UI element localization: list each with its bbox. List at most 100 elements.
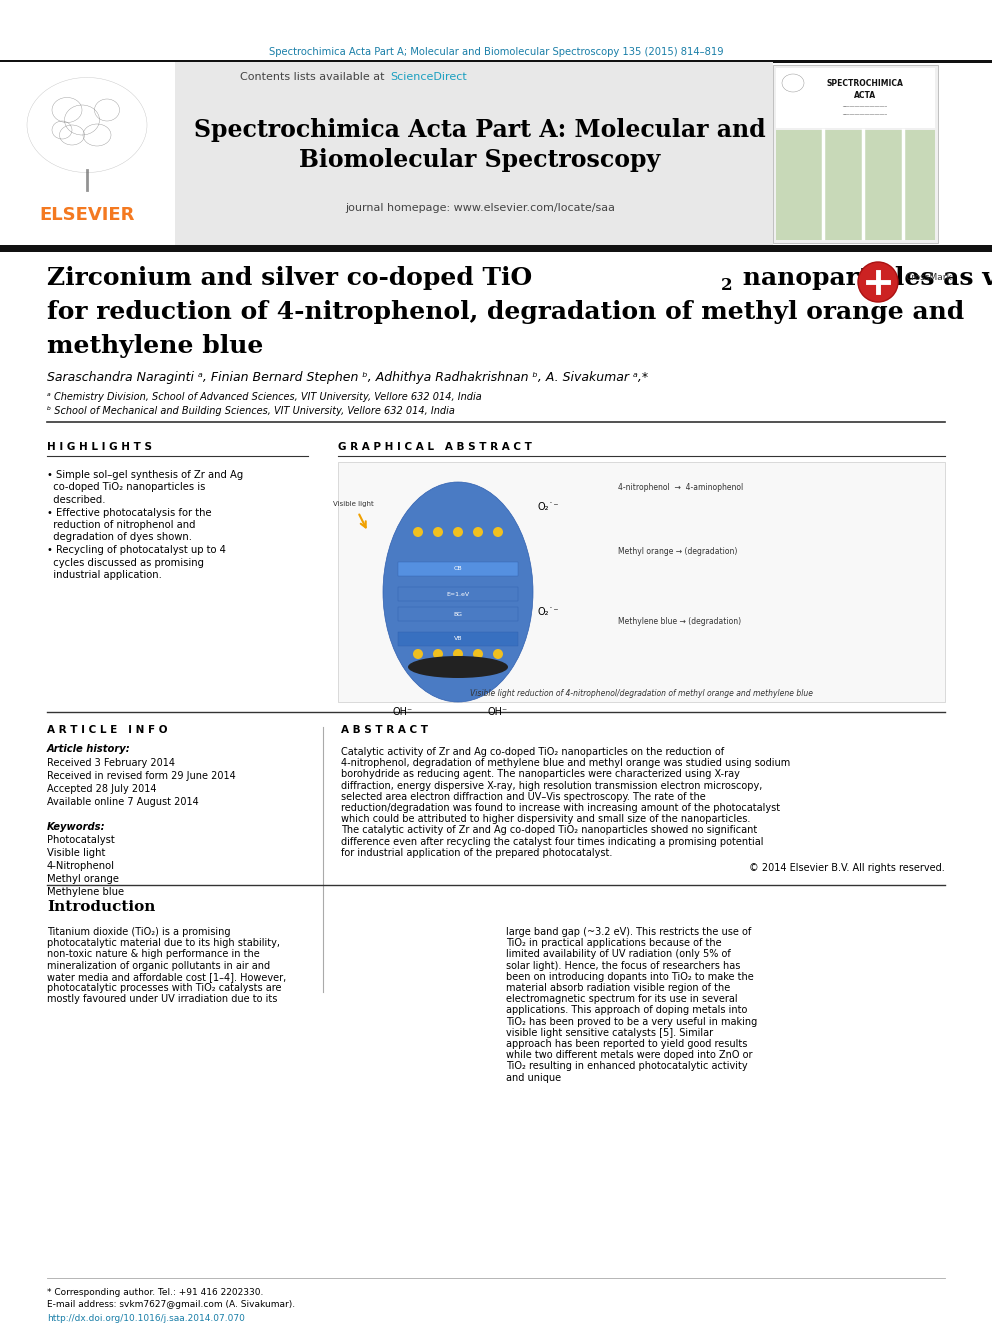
Text: ELSEVIER: ELSEVIER [40, 206, 135, 224]
Text: non-toxic nature & high performance in the: non-toxic nature & high performance in t… [47, 950, 260, 959]
Text: Contents lists available at: Contents lists available at [240, 71, 388, 82]
Bar [175, 62, 773, 245]
Circle shape [453, 527, 463, 537]
Text: photocatalytic material due to its high stability,: photocatalytic material due to its high … [47, 938, 280, 949]
Text: visible light sensitive catalysts [5]. Similar: visible light sensitive catalysts [5]. S… [506, 1028, 713, 1037]
Text: Spectrochimica Acta Part A: Molecular and: Spectrochimica Acta Part A: Molecular an… [194, 118, 766, 142]
Text: described.: described. [47, 495, 105, 505]
Text: OH⁻: OH⁻ [393, 706, 413, 717]
Circle shape [413, 650, 423, 659]
Text: http://dx.doi.org/10.1016/j.saa.2014.07.070: http://dx.doi.org/10.1016/j.saa.2014.07.… [47, 1314, 245, 1323]
Text: 2: 2 [721, 277, 733, 294]
Text: Received 3 February 2014: Received 3 February 2014 [47, 758, 175, 767]
Text: TiO₂ has been proved to be a very useful in making: TiO₂ has been proved to be a very useful… [506, 1016, 757, 1027]
Text: material absorb radiation visible region of the: material absorb radiation visible region… [506, 983, 730, 994]
Text: Methyl orange → (degradation): Methyl orange → (degradation) [618, 548, 737, 557]
Text: G R A P H I C A L   A B S T R A C T: G R A P H I C A L A B S T R A C T [338, 442, 532, 452]
Text: TiO₂ resulting in enhanced photocatalytic activity: TiO₂ resulting in enhanced photocatalyti… [506, 1061, 748, 1072]
Text: Keywords:: Keywords: [47, 822, 105, 832]
Bar [338, 462, 945, 703]
Text: limited availability of UV radiation (only 5% of: limited availability of UV radiation (on… [506, 950, 731, 959]
Bar [398, 587, 518, 601]
Text: Article history:: Article history: [47, 744, 131, 754]
Text: while two different metals were doped into ZnO or: while two different metals were doped in… [506, 1050, 753, 1060]
Text: been on introducing dopants into TiO₂ to make the: been on introducing dopants into TiO₂ to… [506, 972, 754, 982]
Text: Spectrochimica Acta Part A; Molecular and Biomolecular Spectroscopy 135 (2015) 8: Spectrochimica Acta Part A; Molecular an… [269, 48, 723, 57]
Text: reduction/degradation was found to increase with increasing amount of the photoc: reduction/degradation was found to incre… [341, 803, 780, 814]
Text: Catalytic activity of Zr and Ag co-doped TiO₂ nanoparticles on the reduction of: Catalytic activity of Zr and Ag co-doped… [341, 747, 724, 757]
Text: Zirconium and silver co-doped TiO: Zirconium and silver co-doped TiO [47, 266, 533, 290]
Text: * Corresponding author. Tel.: +91 416 2202330.: * Corresponding author. Tel.: +91 416 22… [47, 1289, 263, 1297]
Text: selected area electron diffraction and UV–Vis spectroscopy. The rate of the: selected area electron diffraction and U… [341, 791, 705, 802]
Text: for reduction of 4-nitrophenol, degradation of methyl orange and: for reduction of 4-nitrophenol, degradat… [47, 300, 964, 324]
Text: VB: VB [453, 636, 462, 642]
Text: © 2014 Elsevier B.V. All rights reserved.: © 2014 Elsevier B.V. All rights reserved… [749, 863, 945, 873]
Text: Visible light: Visible light [47, 848, 105, 859]
Ellipse shape [383, 482, 533, 703]
Text: A R T I C L E   I N F O: A R T I C L E I N F O [47, 725, 168, 736]
Text: A B S T R A C T: A B S T R A C T [341, 725, 428, 736]
Text: CrossMark: CrossMark [905, 273, 951, 282]
Text: • Simple sol–gel synthesis of Zr and Ag: • Simple sol–gel synthesis of Zr and Ag [47, 470, 243, 480]
Text: Visible light reduction of 4-nitrophenol/degradation of methyl orange and methyl: Visible light reduction of 4-nitrophenol… [469, 689, 812, 699]
Text: Methylene blue: Methylene blue [47, 886, 124, 897]
Text: applications. This approach of doping metals into: applications. This approach of doping me… [506, 1005, 747, 1015]
Text: O₂˙⁻: O₂˙⁻ [538, 501, 559, 512]
Circle shape [453, 650, 463, 659]
Text: for industrial application of the prepared photocatalyst.: for industrial application of the prepar… [341, 848, 612, 857]
Text: difference even after recycling the catalyst four times indicating a promising p: difference even after recycling the cata… [341, 836, 764, 847]
Circle shape [493, 650, 503, 659]
Text: Methylene blue → (degradation): Methylene blue → (degradation) [618, 618, 741, 627]
Text: Saraschandra Naraginti ᵃ, Finian Bernard Stephen ᵇ, Adhithya Radhakrishnan ᵇ, A.: Saraschandra Naraginti ᵃ, Finian Bernard… [47, 370, 648, 384]
Text: SPECTROCHIMICA: SPECTROCHIMICA [826, 78, 904, 87]
Text: 4-nitrophenol  →  4-aminophenol: 4-nitrophenol → 4-aminophenol [618, 483, 743, 492]
Text: co-doped TiO₂ nanoparticles is: co-doped TiO₂ nanoparticles is [47, 483, 205, 492]
Circle shape [473, 650, 483, 659]
Text: O₂˙⁻: O₂˙⁻ [538, 607, 559, 617]
Text: ACTA: ACTA [854, 90, 876, 99]
Text: ──────────────────: ────────────────── [842, 105, 888, 108]
Bar [398, 632, 518, 646]
Text: ──────────────────: ────────────────── [842, 112, 888, 116]
Text: Accepted 28 July 2014: Accepted 28 July 2014 [47, 785, 157, 794]
Text: ScienceDirect: ScienceDirect [390, 71, 467, 82]
Bar [0, 245, 992, 251]
Text: which could be attributed to higher dispersivity and small size of the nanoparti: which could be attributed to higher disp… [341, 814, 750, 824]
Text: solar light). Hence, the focus of researchers has: solar light). Hence, the focus of resear… [506, 960, 740, 971]
Text: mostly favoured under UV irradiation due to its: mostly favoured under UV irradiation due… [47, 994, 278, 1004]
Text: H I G H L I G H T S: H I G H L I G H T S [47, 442, 152, 452]
Text: approach has been reported to yield good results: approach has been reported to yield good… [506, 1039, 747, 1049]
Text: degradation of dyes shown.: degradation of dyes shown. [47, 532, 192, 542]
Ellipse shape [408, 656, 508, 677]
Ellipse shape [408, 511, 508, 533]
Text: large band gap (~3.2 eV). This restricts the use of: large band gap (~3.2 eV). This restricts… [506, 927, 751, 937]
Text: TiO₂ in practical applications because of the: TiO₂ in practical applications because o… [506, 938, 721, 949]
Circle shape [413, 527, 423, 537]
Text: BG: BG [453, 611, 462, 617]
Text: ᵇ School of Mechanical and Building Sciences, VIT University, Vellore 632 014, I: ᵇ School of Mechanical and Building Scie… [47, 406, 455, 415]
Text: 4-Nitrophenol: 4-Nitrophenol [47, 861, 115, 871]
Text: Biomolecular Spectroscopy: Biomolecular Spectroscopy [300, 148, 661, 172]
Text: cycles discussed as promising: cycles discussed as promising [47, 557, 204, 568]
Bar [776, 130, 935, 239]
Text: industrial application.: industrial application. [47, 570, 162, 579]
Text: • Effective photocatalysis for the: • Effective photocatalysis for the [47, 508, 211, 517]
Text: CB: CB [453, 566, 462, 572]
Text: • Recycling of photocatalyst up to 4: • Recycling of photocatalyst up to 4 [47, 545, 226, 556]
Bar [773, 65, 938, 243]
Text: and unique: and unique [506, 1073, 561, 1082]
Text: Photocatalyst: Photocatalyst [47, 835, 115, 845]
Text: journal homepage: www.elsevier.com/locate/saa: journal homepage: www.elsevier.com/locat… [345, 202, 615, 213]
Circle shape [858, 262, 898, 302]
Text: Methyl orange: Methyl orange [47, 875, 119, 884]
Text: reduction of nitrophenol and: reduction of nitrophenol and [47, 520, 195, 531]
Circle shape [493, 527, 503, 537]
Circle shape [473, 527, 483, 537]
Bar [776, 67, 935, 128]
Text: The catalytic activity of Zr and Ag co-doped TiO₂ nanoparticles showed no signif: The catalytic activity of Zr and Ag co-d… [341, 826, 757, 835]
Circle shape [433, 527, 443, 537]
Text: Titanium dioxide (TiO₂) is a promising: Titanium dioxide (TiO₂) is a promising [47, 927, 230, 937]
Bar [0, 60, 992, 62]
Bar [398, 562, 518, 576]
Text: water media and affordable cost [1–4]. However,: water media and affordable cost [1–4]. H… [47, 972, 287, 982]
